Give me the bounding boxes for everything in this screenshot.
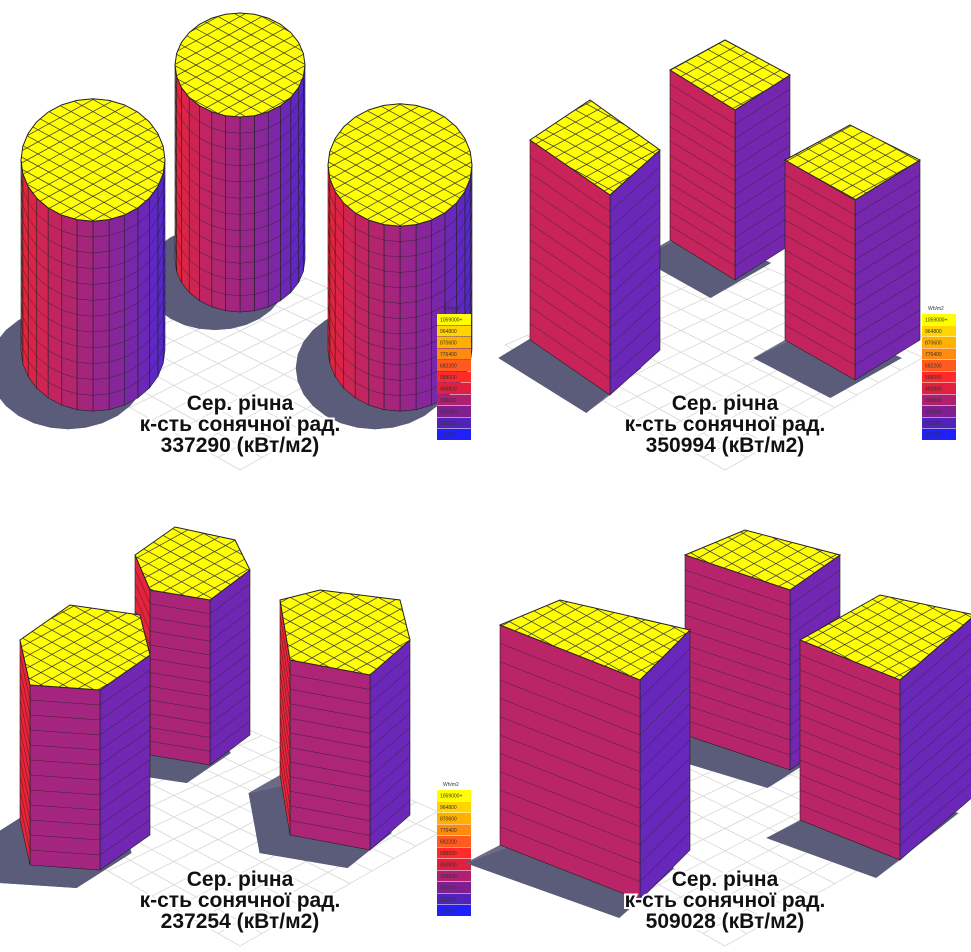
legend-label: 870600: [925, 341, 942, 347]
caption-line: Сер. річна: [672, 868, 779, 891]
legend-label: 493800: [925, 387, 942, 393]
legend-label: 588000: [925, 375, 942, 381]
legend-label: 117000: [440, 433, 457, 439]
legend-label: 1059000+: [440, 318, 462, 324]
caption-line: Сер. річна: [672, 392, 779, 415]
caption-line: 237254 (кВт/м2): [161, 910, 320, 933]
legend-label: 117000: [925, 433, 942, 439]
caption-line: Сер. річна: [187, 392, 294, 415]
legend-label: 211200: [925, 421, 942, 427]
legend-unit: Wh/m2: [443, 782, 459, 788]
legend-label: 776400: [440, 352, 457, 358]
legend-label: 964800: [440, 805, 457, 811]
legend-label: 870600: [440, 341, 457, 347]
page: Wh/m2 1059000+ 964800 870600 776400 682200 588…: [0, 0, 971, 952]
legend-label: 305400: [440, 886, 457, 892]
legend-label: 588000: [440, 375, 457, 381]
legend-label: 682200: [440, 840, 457, 846]
legend-label: 964800: [440, 329, 457, 335]
legend-label: 399600: [440, 874, 457, 880]
caption-line: 350994 (кВт/м2): [646, 434, 805, 457]
legend-label: 493800: [440, 863, 457, 869]
legend-unit: Wh/m2: [928, 306, 944, 312]
legend-label: 682200: [440, 364, 457, 370]
legend-label: 399600: [440, 398, 457, 404]
legend-label: 211200: [440, 897, 457, 903]
legend-label: 305400: [440, 410, 457, 416]
legend-unit: Wh/m2: [443, 306, 459, 312]
legend-label: 1059000+: [440, 794, 462, 800]
legend-label: 776400: [440, 828, 457, 834]
legend-label: 399600: [925, 398, 942, 404]
caption-line: к-сть сонячної рад.: [140, 889, 341, 912]
caption-line: к-сть сонячної рад.: [625, 889, 826, 912]
legend-label: 588000: [440, 851, 457, 857]
legend-label: 305400: [925, 410, 942, 416]
legend-label: 493800: [440, 387, 457, 393]
caption-line: 509028 (кВт/м2): [646, 910, 805, 933]
legend-label: 117000: [440, 909, 457, 915]
caption-line: к-сть сонячної рад.: [625, 413, 826, 436]
caption-line: 337290 (кВт/м2): [161, 434, 320, 457]
legend-label: 964800: [925, 329, 942, 335]
legend-label: 870600: [440, 817, 457, 823]
legend-label: 682200: [925, 364, 942, 370]
legend-label: 1059000+: [925, 318, 947, 324]
figure: Wh/m2 1059000+ 964800 870600 776400 682200 588…: [0, 0, 971, 952]
legend-label: 776400: [925, 352, 942, 358]
legend-label: 211200: [440, 421, 457, 427]
caption-line: Сер. річна: [187, 868, 294, 891]
caption-line: к-сть сонячної рад.: [140, 413, 341, 436]
